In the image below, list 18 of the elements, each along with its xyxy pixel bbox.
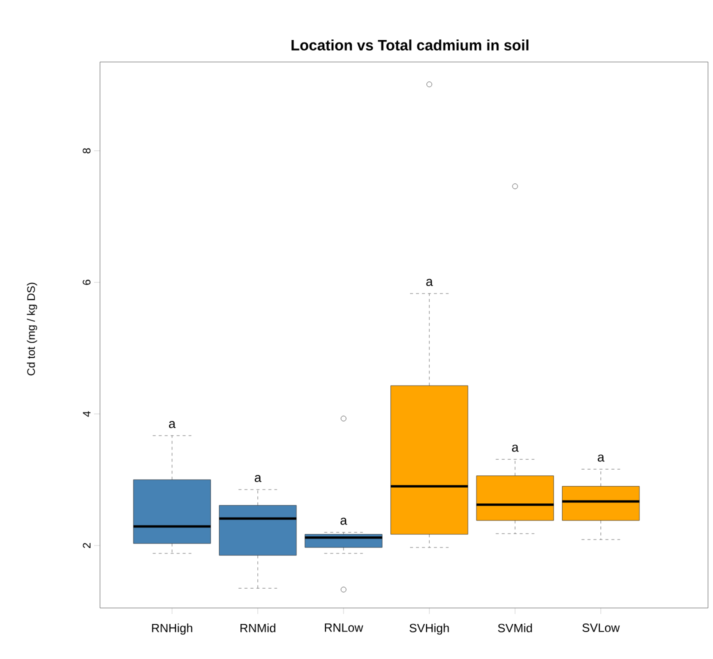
annotation: a <box>254 474 262 482</box>
x-tick-label: RNLow <box>324 624 364 632</box>
annotation: a <box>598 454 604 462</box>
y-tick-label: 2 <box>82 542 90 548</box>
annotation: a <box>168 421 176 428</box>
chart-title: Location vs Total cadmium in soil <box>292 40 528 50</box>
y-tick-label: 4 <box>82 411 90 417</box>
x-tick-label: SVMid <box>498 624 532 632</box>
y-tick-label: 8 <box>82 148 90 154</box>
x-tick-label: RNHigh <box>152 624 192 635</box>
x-tick-label: SVLow <box>582 624 620 632</box>
x-tick-label: RNMid <box>240 624 276 632</box>
annotation: a <box>426 278 433 286</box>
y-tick-label: 6 <box>82 280 90 285</box>
y-axis-title: Cd tot (mg / kg DS) <box>26 282 38 376</box>
annotation: a <box>512 444 519 452</box>
annotation: a <box>340 518 348 525</box>
x-tick-label: SVHigh <box>410 624 449 635</box>
